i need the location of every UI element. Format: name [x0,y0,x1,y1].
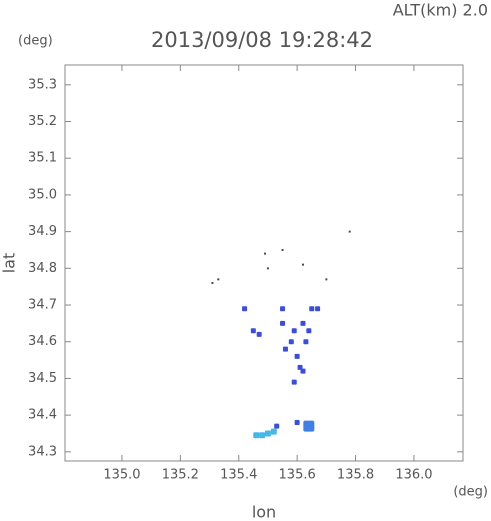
echo-cell [315,306,321,312]
x-tick-label: 136.0 [395,468,432,483]
y-unit: (deg) [18,34,53,49]
echo-cell [242,306,248,312]
x-tick-label: 135.2 [162,468,199,483]
x-tick-label: 135.0 [103,468,140,483]
echo-cell [280,320,286,326]
y-tick-label: 34.7 [28,298,57,313]
plot-frame [64,64,464,462]
echo-cell [348,230,351,233]
echo-cell [303,339,309,345]
echo-cell [300,320,306,326]
echo-cell [274,423,280,429]
echo-cell [294,419,300,425]
echo-cell [266,267,269,270]
echo-cell [288,339,294,345]
echo-cell [280,306,286,312]
y-tick-label: 34.8 [28,261,57,276]
echo-cell [264,430,271,437]
x-tick-label: 135.6 [279,468,316,483]
y-tick-label: 35.1 [28,151,57,166]
y-tick-label: 34.9 [28,224,57,239]
echo-cell [301,263,304,266]
chart-title: 2013/09/08 19:28:42 [151,28,373,52]
y-tick-label: 34.4 [28,408,57,423]
y-tick-label: 35.3 [28,77,57,92]
echo-cell [259,432,266,439]
echo-cell [270,428,277,435]
echo-cell [306,328,312,334]
echo-cell [250,328,256,334]
echo-cell [291,328,297,334]
y-axis-label: lat [0,253,19,274]
echo-cell [256,331,262,337]
y-tick-label: 35.2 [28,114,57,129]
echo-cell [282,346,288,352]
y-tick-label: 34.5 [28,371,57,386]
y-tick-label: 35.0 [28,187,57,202]
echo-cell [281,248,284,251]
echo-cell [217,278,220,281]
x-tick-label: 135.4 [220,468,257,483]
echo-cell [253,432,260,439]
x-axis-label: lon [252,503,276,521]
echo-cell [294,353,300,359]
x-unit: (deg) [453,485,488,500]
y-tick-label: 34.3 [28,444,57,459]
echo-cell [291,379,297,385]
echo-cell [303,420,315,432]
echo-cell [264,252,267,255]
echo-cell [300,368,306,374]
echo-cell [309,306,315,312]
altitude-label: ALT(km) 2.0 [393,1,488,20]
echo-cell [211,282,214,285]
x-tick-label: 135.8 [337,468,374,483]
echo-cell [325,278,328,281]
y-tick-label: 34.6 [28,334,57,349]
